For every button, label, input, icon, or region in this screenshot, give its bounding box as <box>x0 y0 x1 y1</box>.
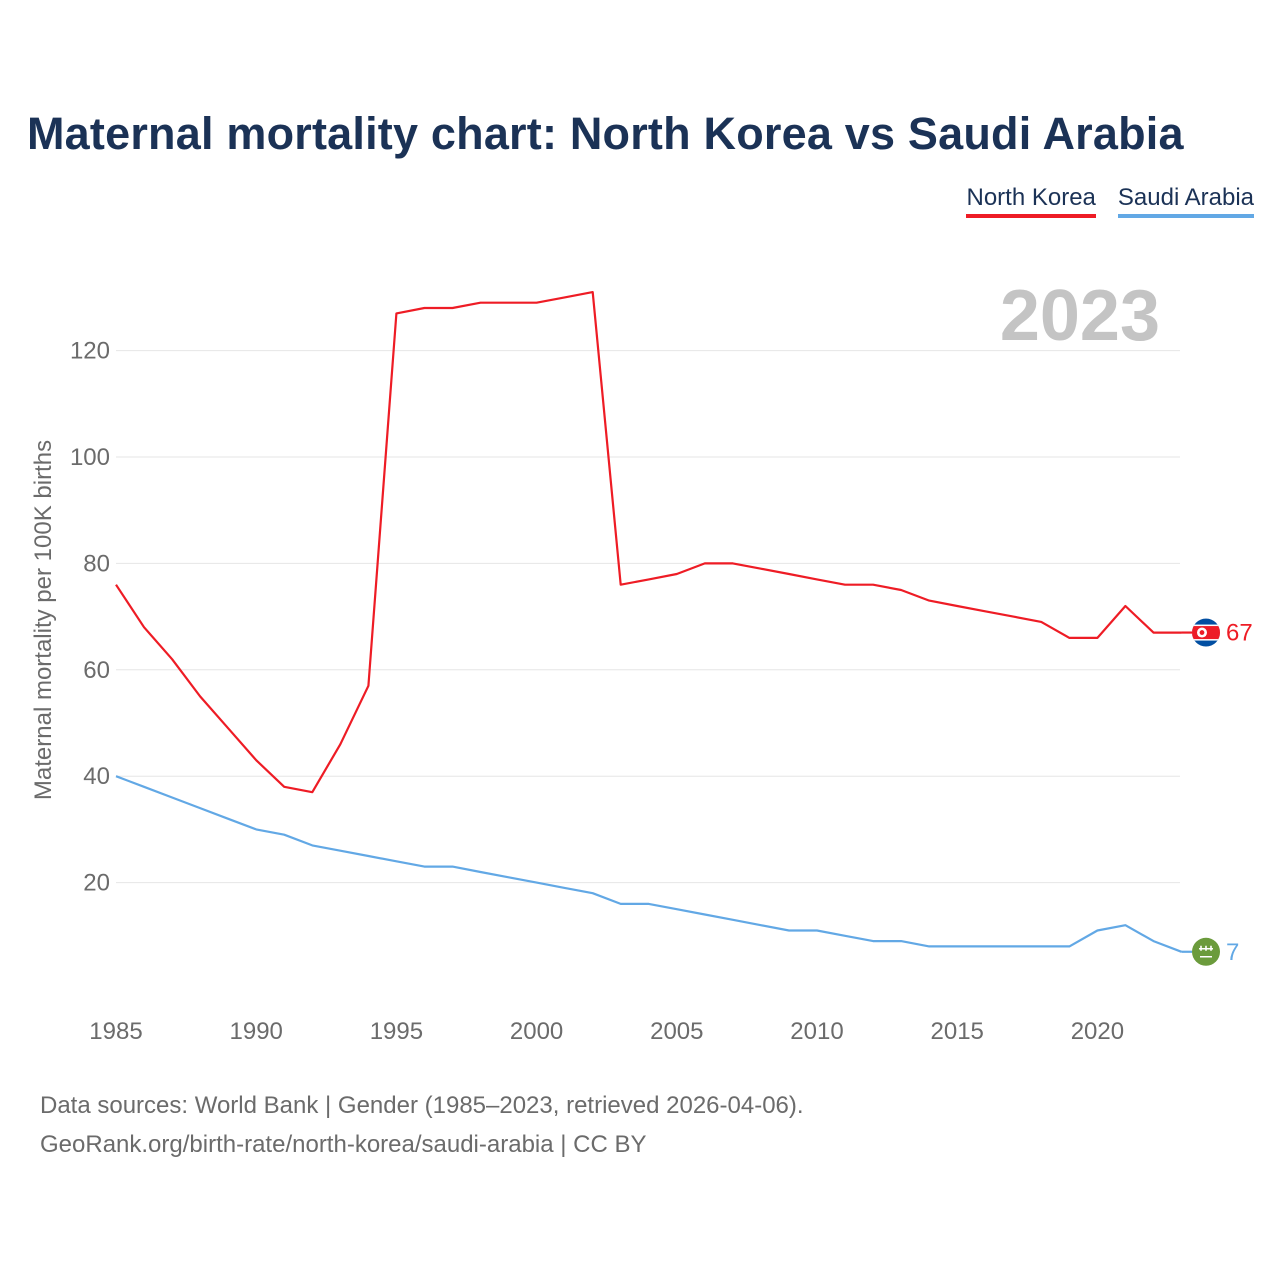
source-notes: Data sources: World Bank | Gender (1985–… <box>40 1086 804 1164</box>
x-tick-label-2010: 2010 <box>790 1018 843 1045</box>
x-tick-label-1985: 1985 <box>89 1018 142 1045</box>
y-tick-label-80: 80 <box>83 550 110 577</box>
x-tick-label-2015: 2015 <box>931 1018 984 1045</box>
end-label-north-korea: 67 <box>1226 620 1253 647</box>
year-watermark: 2023 <box>1000 276 1160 356</box>
series-line-saudi-arabia <box>115 775 1182 953</box>
x-tick-label-2005: 2005 <box>650 1018 703 1045</box>
legend-item-north-korea[interactable]: North Korea <box>966 184 1096 218</box>
x-tick-label-2000: 2000 <box>510 1018 563 1045</box>
y-axis-label: Maternal mortality per 100K births <box>30 440 57 800</box>
line-chart: 2023 Maternal mortality per 100K births … <box>30 276 1253 1045</box>
saudi-arabia-flag-icon <box>1192 937 1220 966</box>
end-label-saudi-arabia: 7 <box>1226 939 1239 966</box>
y-axis-ticks: 20 40 60 80 100 120 <box>70 338 110 897</box>
source-line-1: Data sources: World Bank | Gender (1985–… <box>40 1092 804 1119</box>
legend: North Korea Saudi Arabia <box>966 184 1254 218</box>
x-tick-label-2020: 2020 <box>1071 1018 1124 1045</box>
x-axis-ticks: 1985 1990 1995 2000 2005 2010 2015 2020 <box>89 1018 1124 1045</box>
x-tick-label-1990: 1990 <box>230 1018 283 1045</box>
grid-lines <box>116 350 1180 884</box>
y-tick-label-20: 20 <box>83 870 110 897</box>
series-line-north-korea <box>115 291 1182 794</box>
end-markers: 67 7 <box>1181 618 1253 966</box>
y-tick-label-120: 120 <box>70 338 110 365</box>
north-korea-flag-icon <box>1192 618 1220 647</box>
y-tick-label-60: 60 <box>83 657 110 684</box>
x-tick-label-1995: 1995 <box>370 1018 423 1045</box>
series-lines <box>115 291 1182 953</box>
source-line-2[interactable]: GeoRank.org/birth-rate/north-korea/saudi… <box>40 1131 647 1158</box>
y-tick-label-40: 40 <box>83 763 110 790</box>
chart-title: Maternal mortality chart: North Korea vs… <box>27 108 1184 159</box>
legend-item-saudi-arabia[interactable]: Saudi Arabia <box>1117 184 1254 218</box>
y-tick-label-100: 100 <box>70 444 110 471</box>
